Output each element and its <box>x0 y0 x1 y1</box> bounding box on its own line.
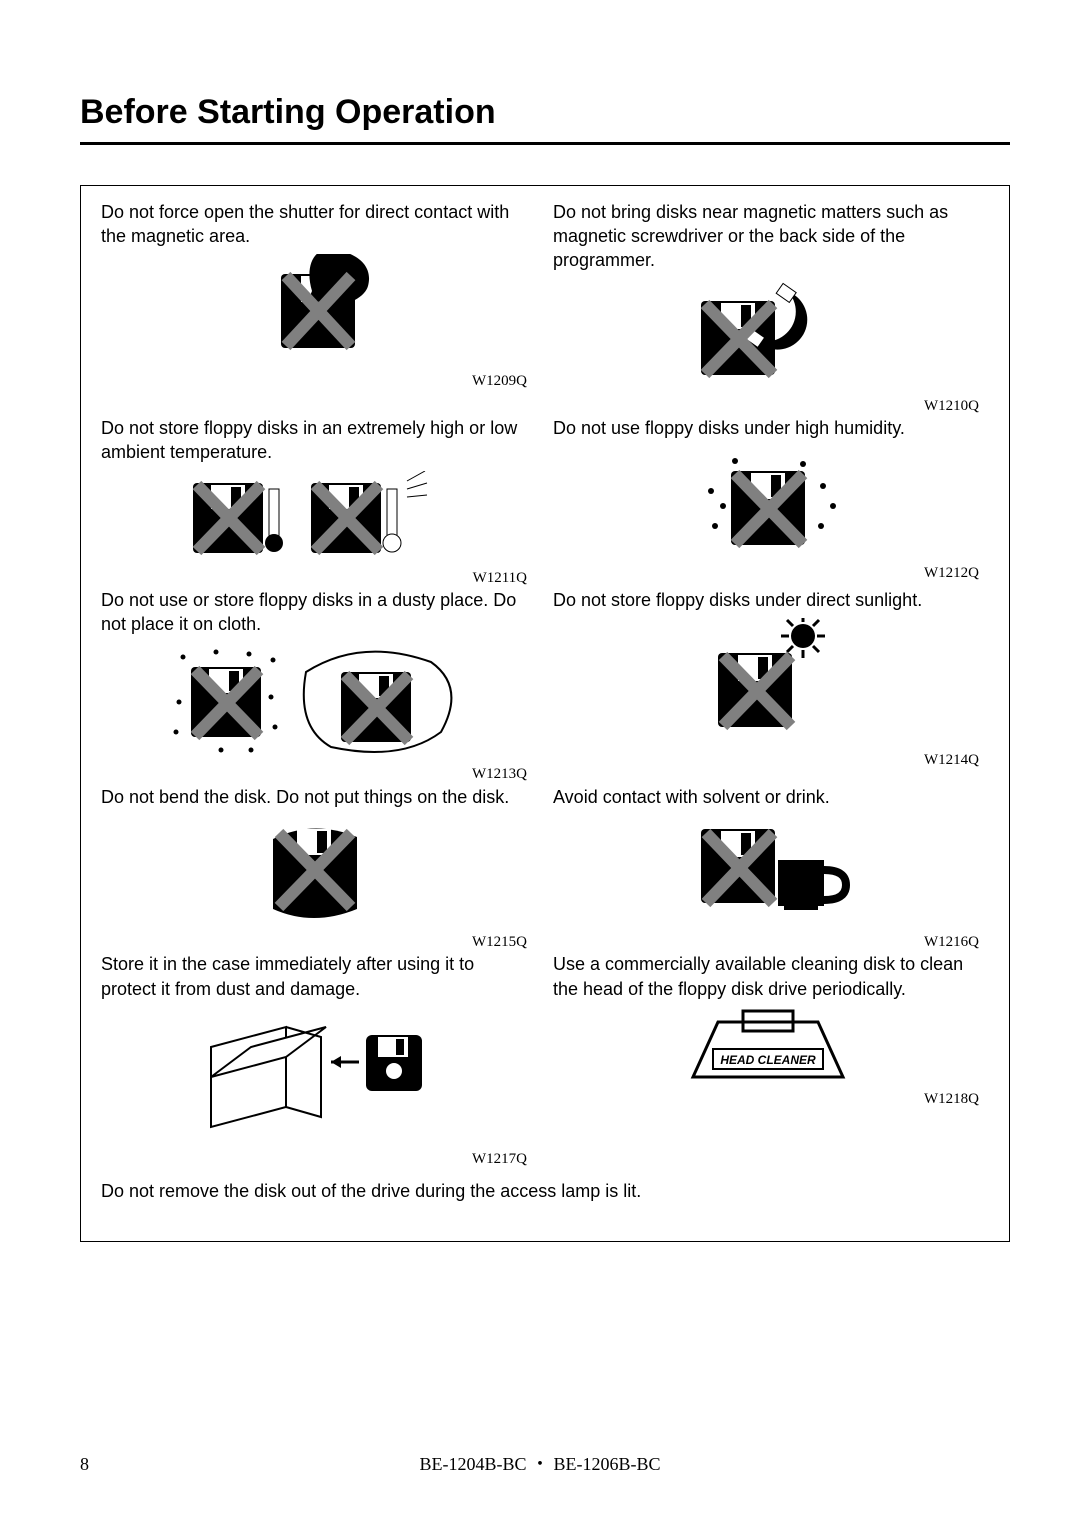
figure-code: W1213Q <box>101 764 531 784</box>
panel-r2c1: Do not store floppy disks in an extremel… <box>101 416 537 588</box>
row-2: Do not store floppy disks in an extremel… <box>101 416 989 588</box>
bottom-note: Do not remove the disk out of the drive … <box>101 1179 989 1203</box>
figure-shutter <box>101 254 531 369</box>
figure-code: W1217Q <box>101 1149 531 1169</box>
panel-text: Do not store floppy disks under direct s… <box>553 588 983 612</box>
panel-text: Do not bend the disk. Do not put things … <box>101 785 531 809</box>
figure-sunlight <box>553 618 983 748</box>
figure-code: W1214Q <box>553 750 983 770</box>
panel-r3c2: Do not store floppy disks under direct s… <box>553 588 989 785</box>
panel-r1c2: Do not bring disks near magnetic matters… <box>553 200 989 416</box>
panel-text: Avoid contact with solvent or drink. <box>553 785 983 809</box>
row-5: Store it in the case immediately after u… <box>101 952 989 1169</box>
panel-r1c1: Do not force open the shutter for direct… <box>101 200 537 416</box>
panel-r4c1: Do not bend the disk. Do not put things … <box>101 785 537 953</box>
content-box: Do not force open the shutter for direct… <box>80 185 1010 1243</box>
figure-code: W1216Q <box>553 932 983 952</box>
figure-code: W1211Q <box>101 568 531 588</box>
figure-head-cleaner: HEAD CLEANER <box>553 1007 983 1087</box>
panel-r3c1: Do not use or store floppy disks in a du… <box>101 588 537 785</box>
figure-dust <box>101 642 531 762</box>
panel-text: Do not force open the shutter for direct… <box>101 200 531 249</box>
figure-code: W1210Q <box>553 396 983 416</box>
panel-r4c2: Avoid contact with solvent or drink. <box>553 785 989 953</box>
figure-code: W1215Q <box>101 932 531 952</box>
panel-text: Do not use or store floppy disks in a du… <box>101 588 531 637</box>
figure-solvent <box>553 815 983 930</box>
panel-r2c2: Do not use floppy disks under high humid… <box>553 416 989 588</box>
panel-text: Do not bring disks near magnetic matters… <box>553 200 983 273</box>
footer-model: BE-1204B-BC ・ BE-1206B-BC <box>0 1452 1080 1476</box>
panel-r5c2: Use a commercially available cleaning di… <box>553 952 989 1169</box>
title-rule <box>80 142 1010 145</box>
panel-text: Do not use floppy disks under high humid… <box>553 416 983 440</box>
head-cleaner-label: HEAD CLEANER <box>720 1053 816 1067</box>
figure-magnet <box>553 279 983 394</box>
figure-case <box>101 1007 531 1147</box>
row-1: Do not force open the shutter for direct… <box>101 200 989 416</box>
figure-code: W1209Q <box>101 371 531 391</box>
figure-humidity <box>553 446 983 561</box>
figure-bend <box>101 815 531 930</box>
panel-text: Store it in the case immediately after u… <box>101 952 531 1001</box>
row-4: Do not bend the disk. Do not put things … <box>101 785 989 953</box>
page-title: Before Starting Operation <box>80 90 1010 136</box>
panel-text: Use a commercially available cleaning di… <box>553 952 983 1001</box>
panel-r5c1: Store it in the case immediately after u… <box>101 952 537 1169</box>
row-3: Do not use or store floppy disks in a du… <box>101 588 989 785</box>
figure-temperature <box>101 471 531 566</box>
figure-code: W1218Q <box>553 1089 983 1109</box>
panel-text: Do not store floppy disks in an extremel… <box>101 416 531 465</box>
figure-code: W1212Q <box>553 563 983 583</box>
